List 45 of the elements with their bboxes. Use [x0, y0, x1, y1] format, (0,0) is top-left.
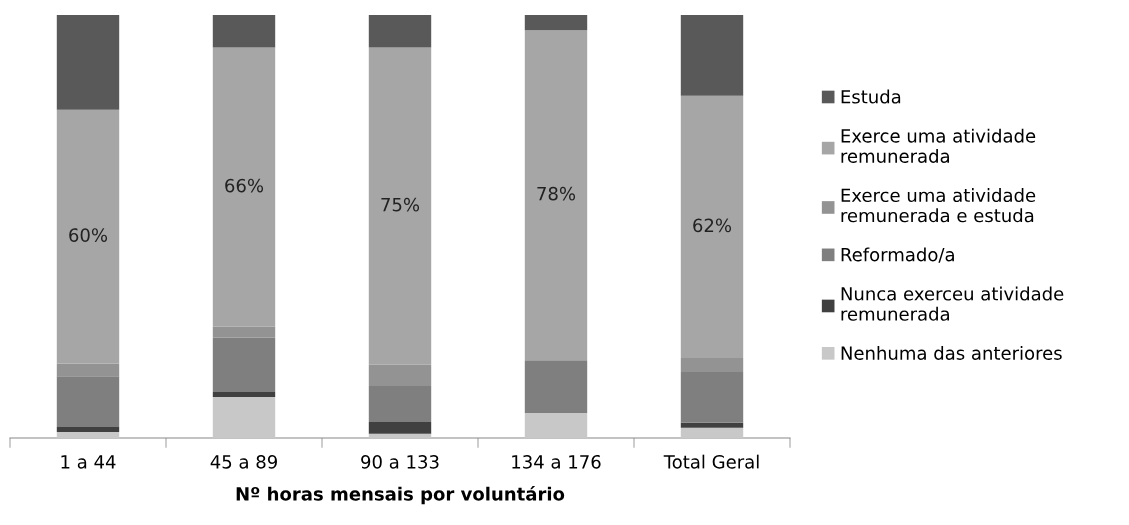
bar — [368, 421, 432, 434]
bar — [368, 364, 432, 386]
bar — [524, 15, 588, 31]
bar — [56, 363, 120, 377]
x-tick-label: Total Geral — [663, 454, 759, 469]
x-tick-label: 134 a 176 — [512, 454, 601, 469]
bar — [368, 15, 432, 48]
legend-label: Exerce uma atividade remunerada e estuda — [841, 188, 1036, 223]
legend-label: Exerce uma atividade remunerada — [841, 128, 1036, 163]
x-axis-title: Nº horas mensais por voluntário — [236, 486, 565, 505]
bar — [56, 109, 120, 364]
bar — [680, 422, 744, 428]
bar — [368, 47, 432, 365]
data-label: 78% — [537, 186, 576, 201]
bar — [680, 372, 744, 423]
data-label: 75% — [381, 197, 420, 212]
legend-label: Nunca exerceu atividade remunerada — [841, 286, 1064, 321]
bar — [680, 15, 744, 96]
bar — [368, 385, 432, 422]
bar — [212, 396, 276, 438]
bar — [680, 95, 744, 359]
bar — [212, 337, 276, 392]
bar — [524, 30, 588, 361]
x-tick-label: 45 a 89 — [210, 454, 277, 469]
bar — [680, 427, 744, 438]
bar — [368, 433, 432, 438]
data-label: 66% — [225, 178, 264, 193]
bar — [212, 326, 276, 338]
bar — [56, 376, 120, 427]
bar — [680, 358, 744, 373]
x-tick-label: 1 a 44 — [61, 455, 116, 469]
bar — [524, 360, 588, 414]
legend-label: Reformado/a — [841, 247, 954, 263]
data-label: 60% — [69, 228, 108, 242]
x-tick-label: 90 a 133 — [361, 454, 439, 469]
bar — [524, 413, 588, 438]
bar — [212, 15, 276, 48]
bar — [56, 432, 120, 438]
bar — [56, 427, 120, 433]
legend-label: Nenhuma das anteriores — [841, 345, 1062, 360]
bar — [56, 15, 120, 110]
data-label: 62% — [693, 218, 732, 233]
bar — [212, 47, 276, 327]
legend-label: Estuda — [841, 89, 901, 104]
bar — [212, 391, 276, 397]
